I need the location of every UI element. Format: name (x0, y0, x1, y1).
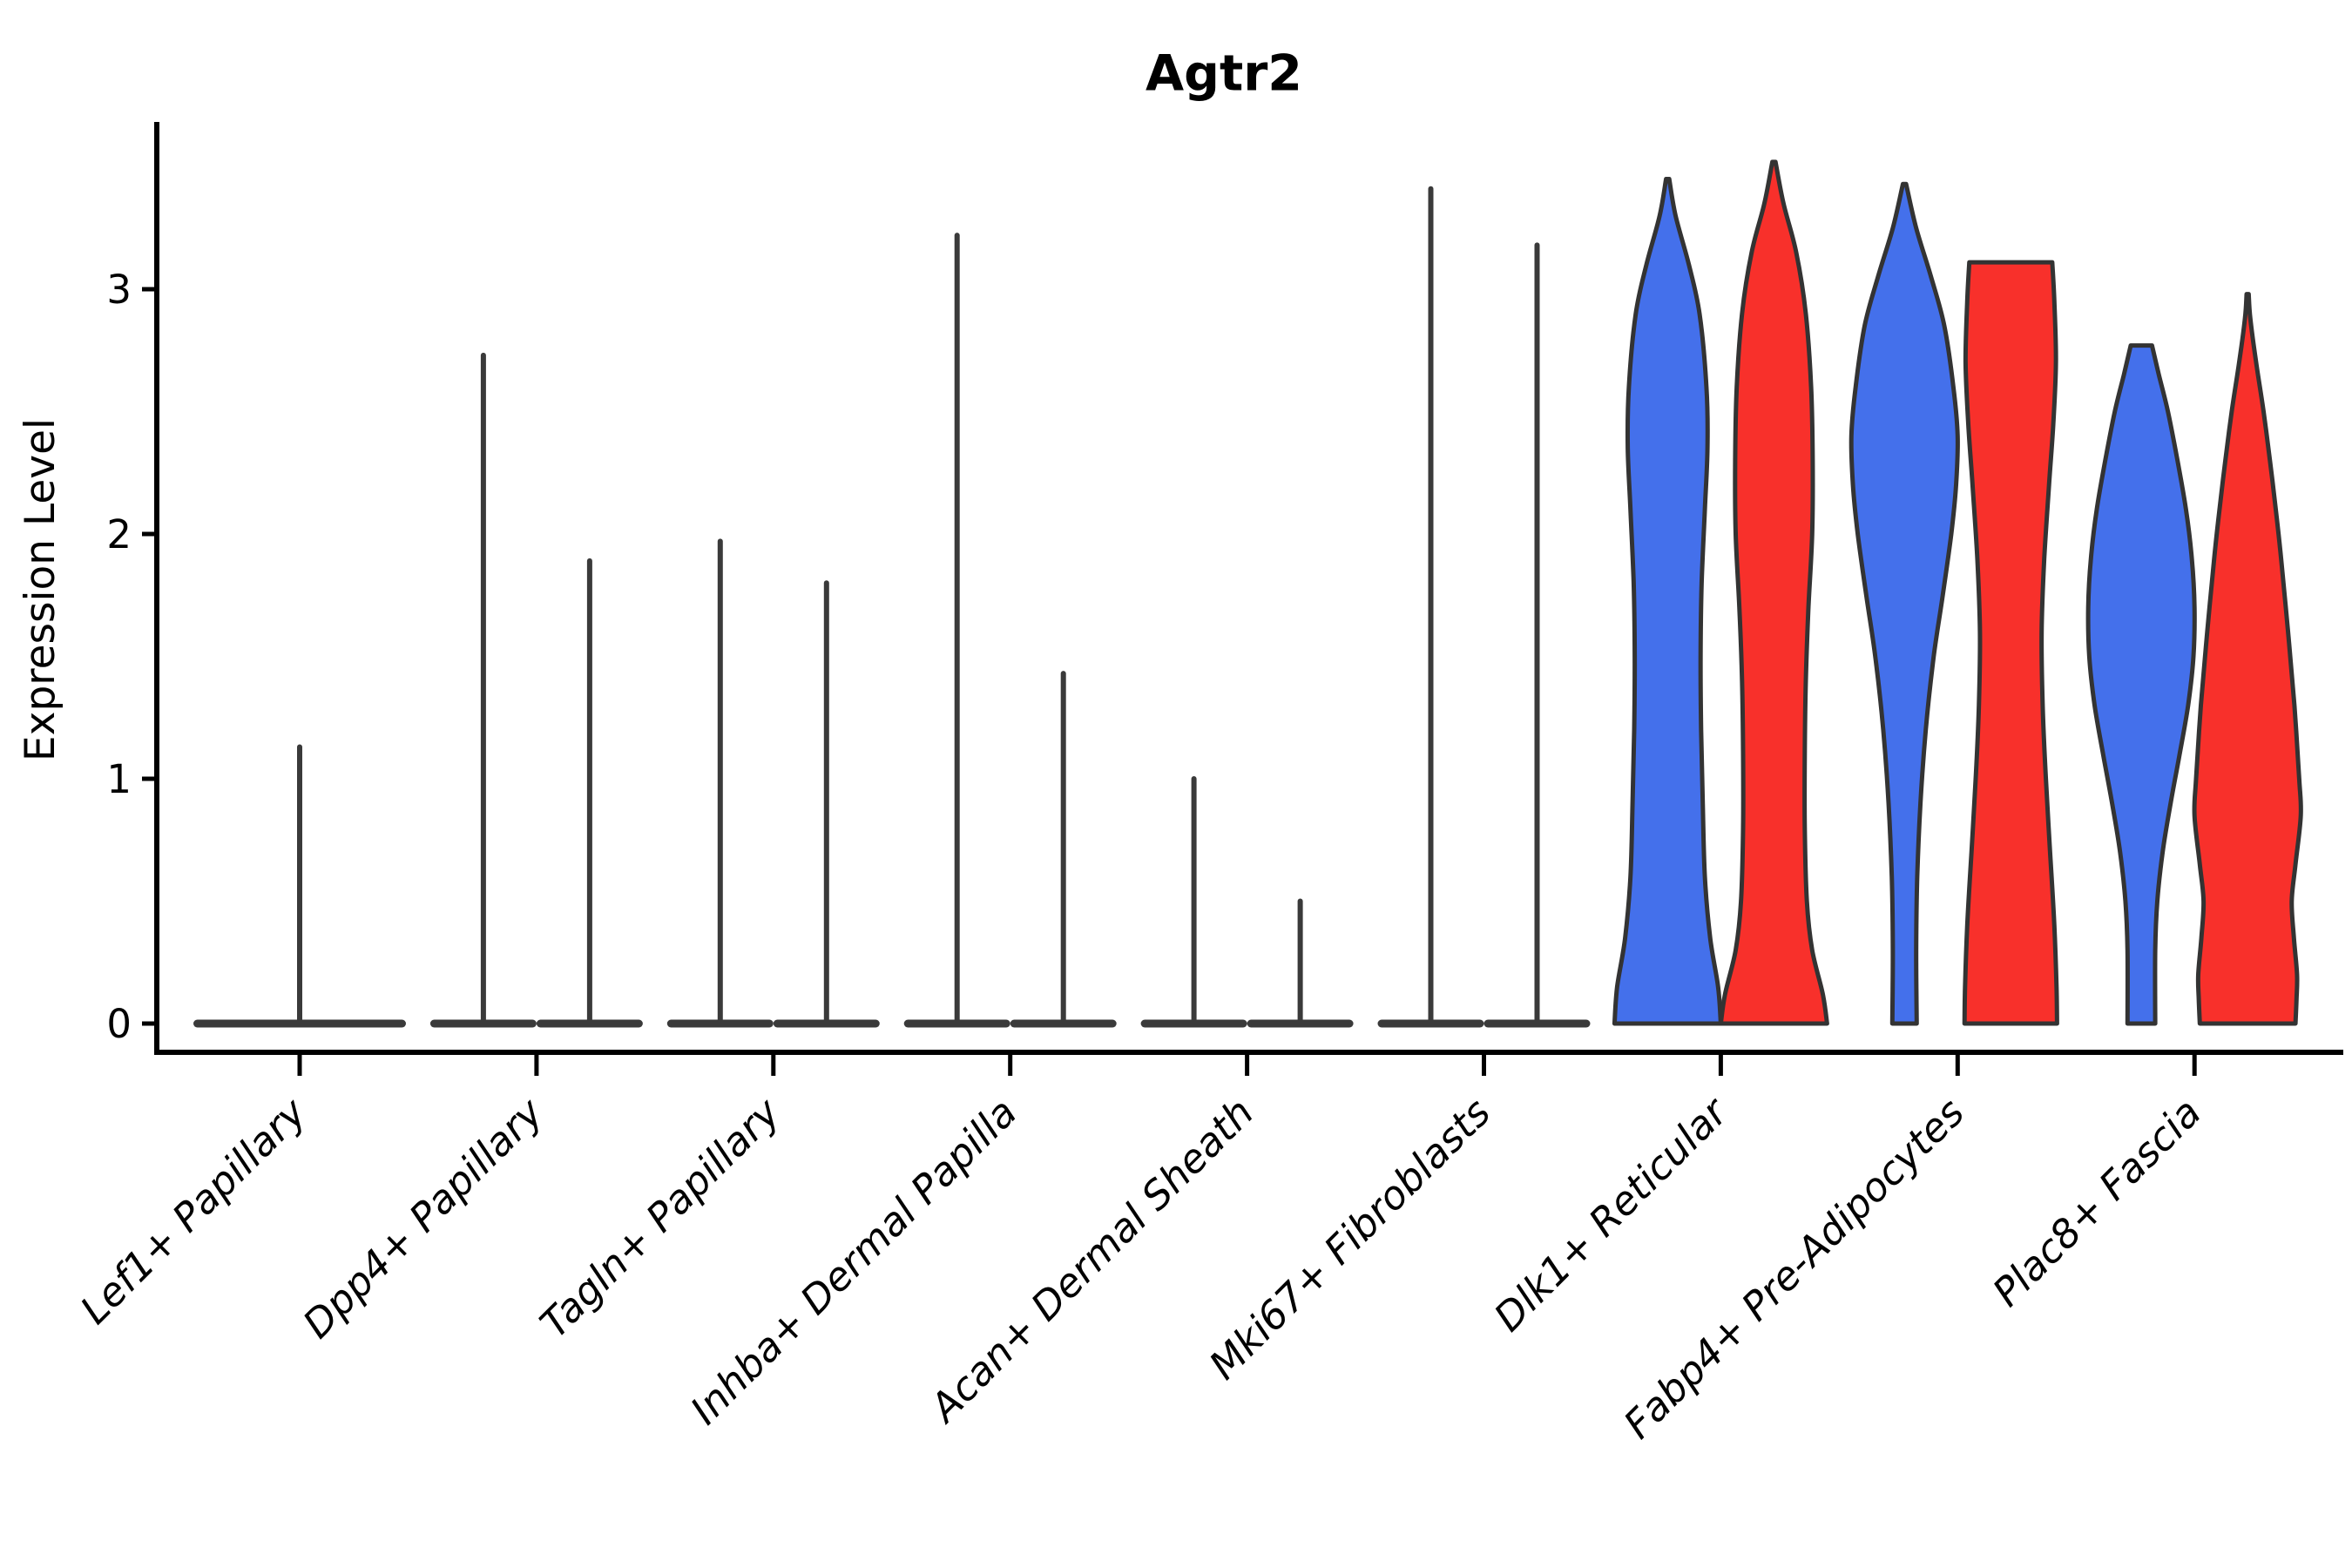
y-tick-label: 3 (106, 267, 132, 313)
violin-red-fabp4 (1962, 260, 2059, 1026)
violin-red-plac8 (2192, 292, 2303, 1026)
x-tick-label: Plac8+ Fascia (1984, 1089, 2210, 1315)
violin-blue-fabp4 (1848, 181, 1960, 1026)
chart-title: Agtr2 (1146, 45, 1302, 103)
violin-blue-plac8 (2085, 343, 2197, 1026)
y-axis-label: Expression Level (17, 418, 64, 761)
y-tick-label: 1 (106, 756, 132, 802)
x-tick-label: Dlk1+ Reticular (1485, 1088, 1738, 1341)
y-tick-label: 0 (106, 1001, 132, 1047)
violin-blue-dlk1 (1612, 177, 1723, 1026)
violin-red-dlk1 (1718, 159, 1829, 1026)
x-tick-label: Tagln+ Papillary (531, 1088, 790, 1347)
y-tick-label: 2 (106, 511, 132, 558)
x-tick-label: Dpp4+ Papillary (294, 1088, 552, 1347)
x-tick-label: Lef1+ Papillary (71, 1088, 316, 1333)
